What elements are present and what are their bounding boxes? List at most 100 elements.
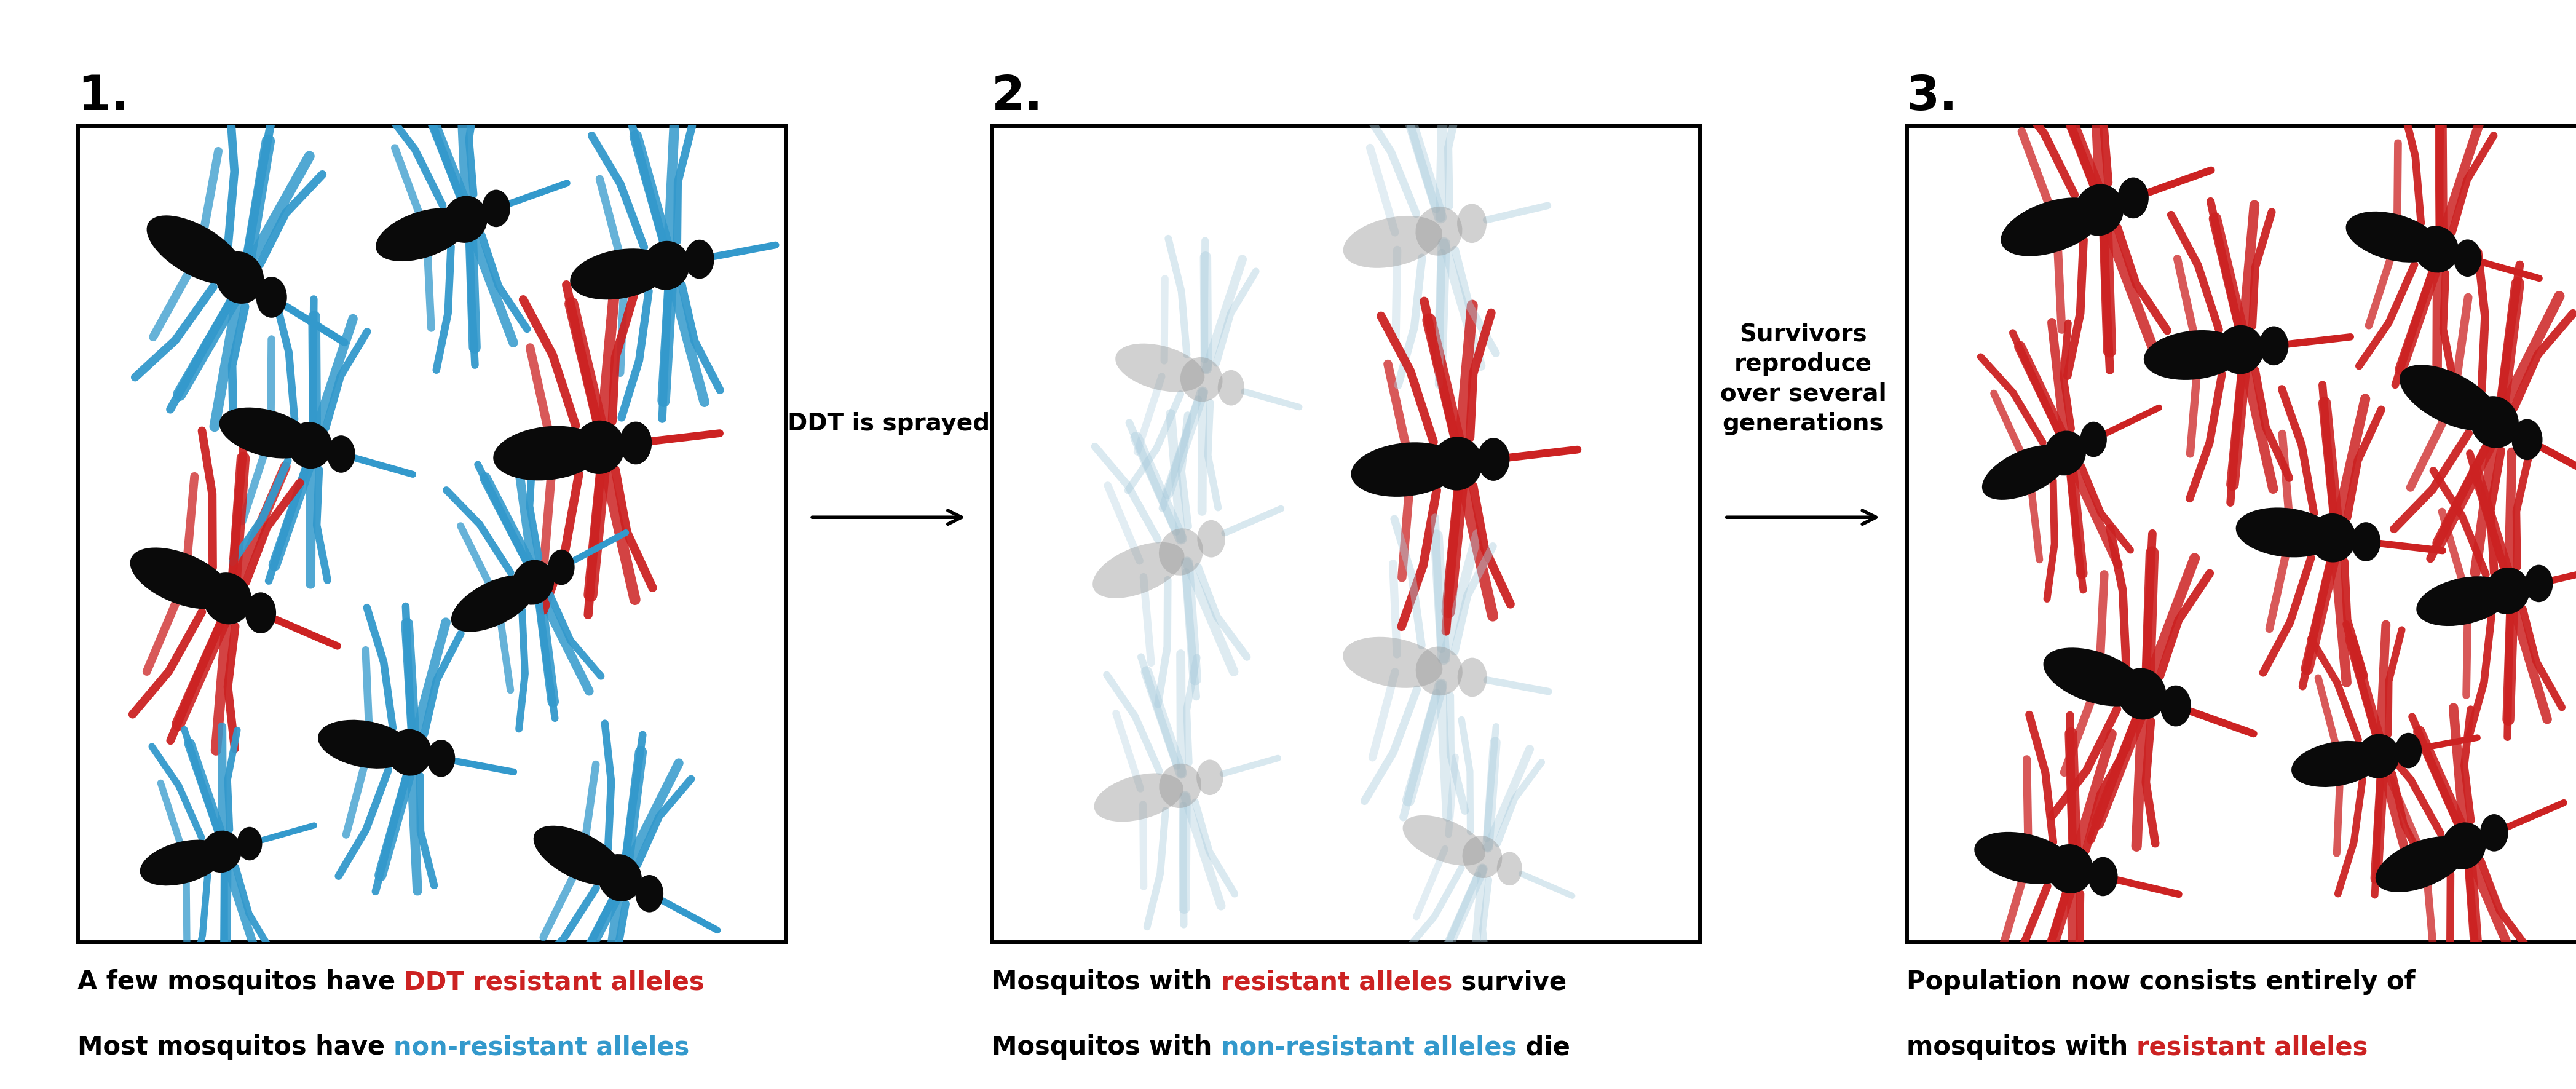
Ellipse shape xyxy=(1981,445,2069,500)
Ellipse shape xyxy=(1092,542,1185,598)
Text: Survivors
reproduce
over several
generations: Survivors reproduce over several generat… xyxy=(1721,322,1886,436)
Text: Population now consists entirely of: Population now consists entirely of xyxy=(1906,969,2416,995)
Ellipse shape xyxy=(598,854,641,902)
Ellipse shape xyxy=(1417,647,1463,696)
Text: 3.: 3. xyxy=(1906,73,1958,120)
Ellipse shape xyxy=(131,548,232,609)
Ellipse shape xyxy=(1479,438,1510,480)
Ellipse shape xyxy=(2002,197,2102,256)
Ellipse shape xyxy=(237,827,263,860)
Ellipse shape xyxy=(245,592,276,634)
Ellipse shape xyxy=(1350,442,1461,497)
Text: Mosquitos with: Mosquitos with xyxy=(992,969,1221,995)
Text: DDT is sprayed: DDT is sprayed xyxy=(788,413,989,436)
Ellipse shape xyxy=(685,240,714,279)
Ellipse shape xyxy=(482,189,510,227)
Ellipse shape xyxy=(2081,421,2107,457)
Text: DDT resistant alleles: DDT resistant alleles xyxy=(404,969,703,995)
Ellipse shape xyxy=(1458,204,1486,243)
Ellipse shape xyxy=(2048,844,2094,893)
Ellipse shape xyxy=(139,840,224,885)
Ellipse shape xyxy=(574,420,626,474)
Text: 1.: 1. xyxy=(77,73,129,120)
Ellipse shape xyxy=(2117,178,2148,219)
Ellipse shape xyxy=(1417,207,1463,256)
Ellipse shape xyxy=(2401,365,2499,430)
Ellipse shape xyxy=(327,436,355,473)
Ellipse shape xyxy=(219,407,314,458)
Ellipse shape xyxy=(2452,240,2481,277)
Ellipse shape xyxy=(644,241,690,290)
Ellipse shape xyxy=(2375,836,2468,892)
Ellipse shape xyxy=(2470,396,2519,449)
Ellipse shape xyxy=(1973,832,2074,884)
Ellipse shape xyxy=(2524,565,2553,602)
Text: non-resistant alleles: non-resistant alleles xyxy=(1221,1035,1517,1061)
Ellipse shape xyxy=(549,550,574,585)
Ellipse shape xyxy=(569,248,670,299)
Text: Mosquitos with: Mosquitos with xyxy=(992,1035,1221,1061)
Ellipse shape xyxy=(2352,523,2380,561)
Ellipse shape xyxy=(2143,330,2244,380)
Ellipse shape xyxy=(147,216,245,284)
Ellipse shape xyxy=(2414,225,2458,272)
Ellipse shape xyxy=(1342,637,1443,688)
Text: survive: survive xyxy=(1453,969,1566,995)
Ellipse shape xyxy=(255,277,286,318)
Text: 2.: 2. xyxy=(992,73,1043,120)
Ellipse shape xyxy=(376,208,469,261)
Text: A few mosquitos have: A few mosquitos have xyxy=(77,969,404,995)
Ellipse shape xyxy=(2236,507,2336,558)
Ellipse shape xyxy=(451,575,536,632)
Ellipse shape xyxy=(2357,734,2401,779)
Ellipse shape xyxy=(2117,668,2166,720)
Ellipse shape xyxy=(2416,576,2512,626)
Ellipse shape xyxy=(2293,741,2383,787)
Ellipse shape xyxy=(428,739,456,776)
Ellipse shape xyxy=(289,421,332,468)
Ellipse shape xyxy=(1180,357,1224,402)
Ellipse shape xyxy=(443,196,487,243)
Ellipse shape xyxy=(1198,521,1226,558)
Ellipse shape xyxy=(216,252,263,304)
Ellipse shape xyxy=(2043,648,2146,707)
Ellipse shape xyxy=(1095,773,1182,822)
Ellipse shape xyxy=(2045,431,2087,476)
Text: die: die xyxy=(1517,1035,1571,1061)
Ellipse shape xyxy=(1159,763,1200,808)
Ellipse shape xyxy=(2481,815,2509,852)
Ellipse shape xyxy=(2486,567,2530,614)
Ellipse shape xyxy=(621,421,652,464)
Ellipse shape xyxy=(2396,733,2421,768)
Ellipse shape xyxy=(1497,852,1522,885)
Ellipse shape xyxy=(2074,184,2123,236)
Ellipse shape xyxy=(317,720,412,769)
Ellipse shape xyxy=(533,825,623,885)
Ellipse shape xyxy=(2308,513,2357,562)
Ellipse shape xyxy=(492,426,603,480)
Ellipse shape xyxy=(1463,835,1502,878)
Ellipse shape xyxy=(201,831,242,872)
Ellipse shape xyxy=(2089,857,2117,896)
Text: non-resistant alleles: non-resistant alleles xyxy=(394,1035,690,1061)
Ellipse shape xyxy=(2347,211,2439,262)
Ellipse shape xyxy=(1115,343,1206,392)
Text: mosquitos with: mosquitos with xyxy=(1906,1035,2136,1061)
Ellipse shape xyxy=(1195,760,1224,795)
Ellipse shape xyxy=(2259,327,2287,365)
Ellipse shape xyxy=(1159,528,1203,575)
Ellipse shape xyxy=(204,573,252,624)
Ellipse shape xyxy=(1342,216,1443,268)
Text: resistant alleles: resistant alleles xyxy=(2136,1035,2367,1061)
Ellipse shape xyxy=(1218,370,1244,405)
Ellipse shape xyxy=(1432,437,1484,490)
Ellipse shape xyxy=(2442,822,2486,869)
Ellipse shape xyxy=(1404,816,1486,866)
Ellipse shape xyxy=(386,730,433,775)
Ellipse shape xyxy=(2161,685,2192,726)
Ellipse shape xyxy=(2512,419,2543,460)
Text: Most mosquitos have: Most mosquitos have xyxy=(77,1035,394,1061)
Ellipse shape xyxy=(636,874,665,913)
Ellipse shape xyxy=(2218,326,2264,375)
Ellipse shape xyxy=(1458,658,1486,697)
